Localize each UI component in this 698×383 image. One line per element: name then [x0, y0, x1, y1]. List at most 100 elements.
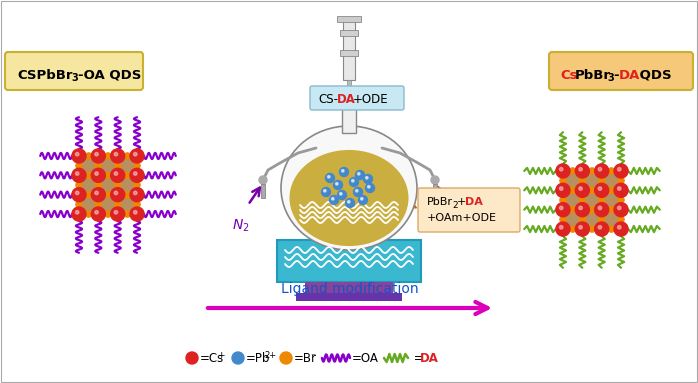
Circle shape [72, 188, 86, 202]
Circle shape [75, 191, 79, 195]
Text: $N_2$: $N_2$ [448, 218, 466, 234]
Text: PbBr: PbBr [575, 69, 611, 82]
Circle shape [111, 168, 125, 182]
Circle shape [598, 167, 602, 171]
Bar [340, 50, 358, 56]
Circle shape [614, 183, 628, 197]
Circle shape [589, 206, 595, 213]
Circle shape [575, 203, 589, 217]
Circle shape [105, 153, 111, 159]
Text: DA: DA [337, 93, 356, 105]
Circle shape [346, 198, 355, 208]
Circle shape [124, 192, 131, 198]
FancyBboxPatch shape [310, 86, 404, 110]
Circle shape [348, 201, 350, 203]
Bar [118, 156, 137, 175]
Circle shape [75, 172, 79, 175]
Circle shape [86, 153, 91, 159]
Circle shape [599, 178, 604, 184]
Circle shape [614, 222, 628, 236]
Circle shape [431, 176, 439, 184]
Circle shape [355, 170, 364, 180]
Circle shape [111, 149, 125, 163]
Text: =OA: =OA [352, 352, 379, 365]
Circle shape [359, 195, 368, 205]
FancyBboxPatch shape [277, 240, 421, 282]
Circle shape [280, 352, 292, 364]
Circle shape [336, 183, 338, 185]
Text: CSPbBr: CSPbBr [17, 69, 73, 82]
Circle shape [352, 180, 354, 182]
FancyBboxPatch shape [549, 52, 693, 90]
Circle shape [114, 162, 121, 169]
Circle shape [595, 203, 609, 217]
Circle shape [559, 226, 563, 229]
Bar [98, 195, 118, 214]
Circle shape [598, 206, 602, 210]
Circle shape [366, 183, 375, 193]
Circle shape [560, 216, 566, 223]
Circle shape [105, 172, 111, 178]
Text: -OA QDS: -OA QDS [78, 69, 142, 82]
Bar [563, 190, 582, 210]
Bar [582, 190, 602, 210]
Bar [340, 30, 358, 36]
Circle shape [86, 211, 91, 217]
Circle shape [114, 201, 121, 208]
Circle shape [334, 180, 343, 190]
Circle shape [350, 177, 359, 187]
Bar [118, 195, 137, 214]
Bar [305, 282, 393, 294]
Circle shape [357, 173, 360, 175]
Circle shape [570, 187, 576, 193]
Circle shape [114, 152, 118, 156]
Circle shape [324, 190, 326, 192]
Text: -: - [613, 69, 618, 82]
Circle shape [598, 226, 602, 229]
Circle shape [556, 203, 570, 217]
Text: =: = [410, 352, 424, 365]
Circle shape [570, 206, 576, 213]
Circle shape [608, 226, 614, 232]
Text: =Br: =Br [294, 352, 317, 365]
Text: =Cs: =Cs [200, 352, 224, 365]
Circle shape [614, 164, 628, 178]
Circle shape [76, 201, 82, 208]
Text: Cs: Cs [560, 69, 577, 82]
Text: DA: DA [465, 197, 483, 207]
Circle shape [608, 168, 614, 174]
Circle shape [130, 149, 144, 163]
Circle shape [556, 222, 570, 236]
Circle shape [134, 182, 140, 188]
Bar [98, 156, 118, 175]
Circle shape [579, 178, 586, 184]
Circle shape [608, 187, 614, 193]
Circle shape [618, 216, 624, 223]
Circle shape [579, 187, 582, 190]
Circle shape [124, 211, 131, 217]
Circle shape [598, 187, 602, 190]
Text: Ligand modification: Ligand modification [281, 282, 419, 296]
Bar [563, 171, 582, 190]
Circle shape [91, 149, 105, 163]
Circle shape [130, 188, 144, 202]
Bar [582, 171, 602, 190]
Bar [79, 175, 98, 195]
Text: +OAm+ODE: +OAm+ODE [427, 213, 497, 223]
Circle shape [618, 206, 621, 210]
Circle shape [134, 162, 140, 169]
Circle shape [361, 198, 363, 200]
Bar [98, 175, 118, 195]
Text: +ODE: +ODE [353, 93, 389, 105]
Circle shape [595, 222, 609, 236]
Circle shape [575, 222, 589, 236]
Circle shape [595, 183, 609, 197]
FancyBboxPatch shape [5, 52, 143, 90]
Circle shape [75, 211, 79, 214]
Circle shape [575, 183, 589, 197]
Circle shape [559, 206, 563, 210]
Circle shape [556, 183, 570, 197]
Circle shape [105, 211, 111, 217]
Circle shape [134, 201, 140, 208]
Circle shape [556, 164, 570, 178]
